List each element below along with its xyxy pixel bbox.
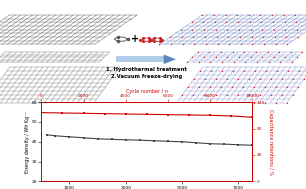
Y-axis label: Energy density / Wh Kg⁻¹: Energy density / Wh Kg⁻¹ <box>25 111 30 173</box>
Bar <box>116 56 165 62</box>
Text: +: + <box>131 34 139 44</box>
Polygon shape <box>164 54 176 64</box>
X-axis label: Cycle number / n: Cycle number / n <box>126 88 168 94</box>
Text: 1. Hydrothermal treatment: 1. Hydrothermal treatment <box>106 67 187 72</box>
Y-axis label: Capacitance retentions / %: Capacitance retentions / % <box>268 109 273 175</box>
Text: 2.Vacuum freeze-drying: 2.Vacuum freeze-drying <box>111 74 182 79</box>
